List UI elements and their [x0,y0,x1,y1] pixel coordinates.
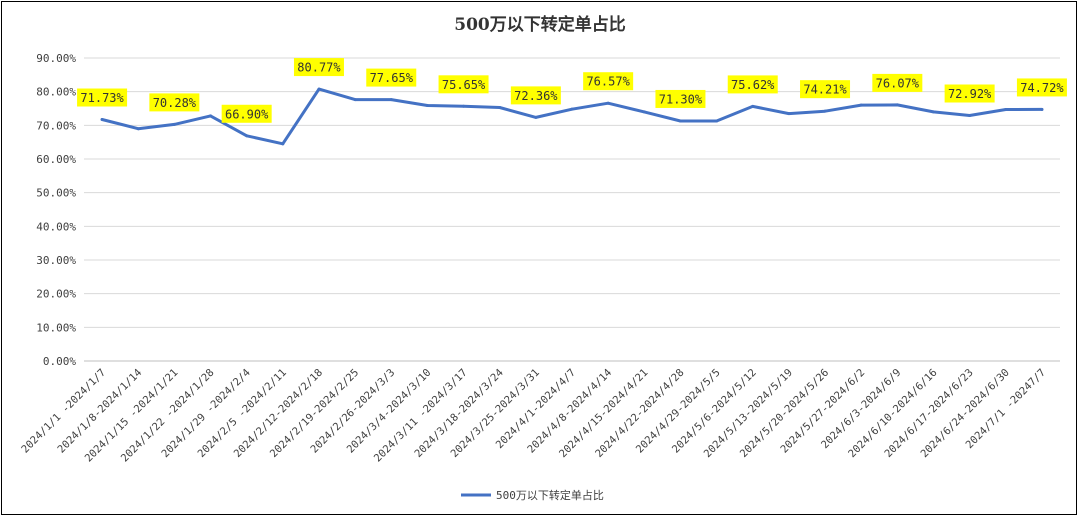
y-tick-label: 80.00% [36,86,76,99]
data-label-text: 72.36% [514,89,558,103]
data-label-text: 74.21% [803,83,847,97]
data-point [389,98,393,102]
data-label: 70.28% [149,93,200,112]
data-label-background [872,73,923,92]
chart-title: 500万以下转定单占比 [454,15,626,35]
data-point [931,110,935,114]
data-label: 77.65% [366,68,417,87]
data-point [1004,108,1008,112]
data-point [281,142,285,146]
data-point [209,114,213,118]
y-tick-label: 0.00% [43,355,76,368]
data-label: 72.92% [944,84,995,103]
data-point [425,103,429,107]
y-tick-label: 60.00% [36,153,76,166]
data-label-background [727,75,778,94]
data-point [353,98,357,102]
data-point [245,134,249,138]
data-point [498,105,502,109]
data-label-text: 76.57% [586,75,630,89]
data-point [751,104,755,108]
data-point [715,119,719,123]
data-label: 66.90% [221,104,272,123]
data-label-text: 76.07% [876,76,920,90]
data-label-text: 66.90% [225,107,269,121]
data-label: 72.36% [510,86,561,105]
data-label-text: 75.62% [731,78,775,92]
data-label-text: 71.30% [659,92,703,106]
data-label-text: 70.28% [153,96,197,110]
y-tick-label: 90.00% [36,52,76,65]
data-point [1040,107,1044,111]
data-point [534,115,538,119]
y-tick-label: 70.00% [36,119,76,132]
y-tick-label: 20.00% [36,288,76,301]
data-point [787,112,791,116]
data-label-background [583,72,634,91]
legend: 500万以下转定单占比 [461,488,604,502]
data-label: 71.73% [77,88,128,107]
series-layer [100,87,1044,146]
x-axis-ticks: 2024/1/1 -2024/1/72024/1/8-2024/1/142024… [19,367,1048,465]
data-label: 76.57% [583,72,634,91]
gridlines [84,57,1060,362]
data-label: 75.65% [438,75,489,94]
data-point [606,101,610,105]
y-axis-ticks: 0.00% 10.00% 20.00% 30.00% 40.00% 50.00% 60.00… [36,52,76,368]
data-point [823,109,827,113]
data-label-background [221,104,272,123]
data-label-text: 77.65% [370,71,414,85]
data-label: 74.21% [800,80,851,99]
data-label: 71.30% [655,89,706,108]
data-point [462,104,466,108]
data-label: 80.77% [293,58,344,77]
data-label-background [149,93,200,112]
data-labels: 71.73% 70.28% 66.90% 80.77% 77.65% 75.65% 72.3… [77,58,1067,123]
data-point [642,110,646,114]
data-label-background [944,84,995,103]
data-label: 75.62% [727,75,778,94]
data-label-background [293,58,344,77]
data-label-background [1016,78,1067,97]
data-point [678,119,682,123]
data-label-background [438,75,489,94]
y-tick-label: 50.00% [36,187,76,200]
data-label-text: 80.77% [297,61,341,75]
y-tick-label: 30.00% [36,254,76,267]
y-tick-label: 40.00% [36,220,76,233]
data-point [100,118,104,122]
data-point [136,127,140,131]
data-point [968,114,972,118]
data-point [895,103,899,107]
data-label-text: 75.65% [442,78,486,92]
data-point [570,107,574,111]
data-label-text: 72.92% [948,87,992,101]
data-point [317,87,321,91]
data-point [172,122,176,126]
data-label-text: 74.72% [1020,81,1064,95]
y-tick-label: 10.00% [36,321,76,334]
data-label-background [800,80,851,99]
data-label-background [366,68,417,87]
data-label-background [655,89,706,108]
data-label-background [77,88,128,107]
data-point [859,103,863,107]
legend-label: 500万以下转定单占比 [496,488,604,502]
data-label-background [510,86,561,105]
data-label: 76.07% [872,73,923,92]
data-label: 74.72% [1016,78,1067,97]
data-label-text: 71.73% [80,91,124,105]
